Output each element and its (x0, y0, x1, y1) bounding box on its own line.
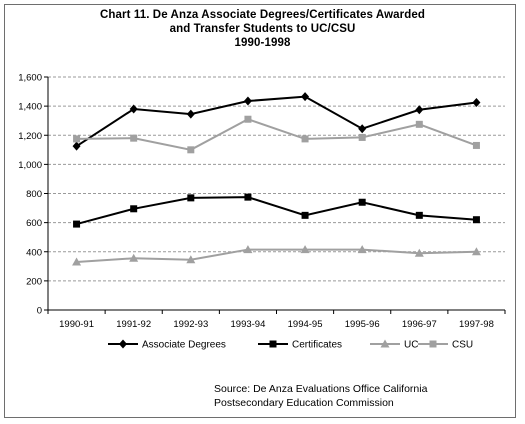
data-point (186, 255, 196, 264)
data-point (472, 97, 481, 107)
data-point (472, 216, 480, 224)
x-tick-label: 1994-95 (288, 319, 323, 330)
data-point (244, 115, 252, 123)
chart-frame (4, 4, 516, 418)
y-tick-label: 1,000 (18, 160, 42, 171)
legend-label: CSU (452, 340, 473, 351)
data-point (414, 248, 424, 257)
legend-item: Certificates (258, 340, 342, 351)
legend-item: UC (370, 339, 418, 351)
data-point (243, 245, 253, 254)
legend-item: CSU (418, 340, 473, 351)
source-line-2: Postsecondary Education Commission (214, 397, 394, 409)
y-tick-label: 0 (37, 306, 42, 317)
data-point (415, 120, 423, 128)
y-tick-label: 800 (26, 189, 42, 200)
data-point (244, 193, 252, 201)
data-point (186, 109, 195, 119)
data-point (187, 146, 195, 154)
chart-years: 1990-1998 (234, 37, 291, 49)
legend-label: Certificates (292, 340, 342, 351)
gridlines (48, 76, 505, 282)
data-point (73, 220, 81, 228)
series-line (76, 248, 477, 263)
data-point (415, 211, 423, 219)
series-line (76, 95, 477, 148)
chart-title: Chart 11. De Anza Associate Degrees/Cert… (100, 9, 425, 21)
data-point (301, 92, 310, 102)
series-associate-degrees (72, 92, 481, 151)
legend-marker (269, 340, 277, 348)
y-tick-label: 1,600 (18, 73, 42, 84)
data-point (73, 135, 81, 143)
series-csu (73, 115, 480, 154)
data-point (130, 205, 138, 213)
x-tick-label: 1993-94 (231, 319, 266, 330)
source-line-1: Source: De Anza Evaluations Office Calif… (214, 383, 428, 395)
x-tick-label: 1990-91 (59, 319, 94, 330)
series-uc (72, 245, 481, 266)
x-tick-label: 1997-98 (459, 319, 494, 330)
y-tick-label: 600 (26, 218, 42, 229)
x-tick-label: 1995-96 (345, 319, 380, 330)
x-tick-label: 1992-93 (173, 319, 208, 330)
x-tick-label: 1991-92 (116, 319, 151, 330)
series-line (76, 118, 477, 151)
series-lines (72, 92, 481, 266)
legend-marker (429, 340, 437, 348)
x-tick-label: 1996-97 (402, 319, 437, 330)
y-tick-label: 1,200 (18, 131, 42, 142)
y-tick-label: 1,400 (18, 102, 42, 113)
data-point (358, 133, 366, 141)
data-point (72, 257, 82, 266)
data-point (129, 104, 138, 114)
legend-label: Associate Degrees (142, 340, 226, 351)
data-point (129, 253, 139, 262)
data-point (72, 141, 81, 151)
data-point (415, 105, 424, 115)
series-line (76, 196, 477, 226)
data-point (130, 134, 138, 142)
axes: 0 200 400 600 800 1,000 1,200 1,400 1,600 1990-91… (18, 73, 506, 330)
legend-label: UC (404, 340, 418, 351)
legend-marker (119, 339, 127, 349)
y-tick-label: 400 (26, 247, 42, 258)
legend: Associate Degrees Certificates UC CSU (108, 339, 473, 351)
data-point (300, 245, 310, 254)
data-point (243, 96, 252, 106)
data-point (301, 135, 309, 143)
data-point (471, 247, 481, 256)
data-point (357, 245, 367, 254)
data-point (358, 198, 366, 206)
y-tick-label: 200 (26, 276, 42, 287)
data-point (358, 124, 367, 134)
legend-item: Associate Degrees (108, 339, 226, 351)
data-point (187, 194, 195, 202)
data-point (301, 211, 309, 219)
series-certificates (73, 193, 480, 228)
data-point (472, 141, 480, 149)
chart-subtitle: and Transfer Students to UC/CSU (169, 23, 356, 35)
legend-marker (380, 339, 390, 348)
